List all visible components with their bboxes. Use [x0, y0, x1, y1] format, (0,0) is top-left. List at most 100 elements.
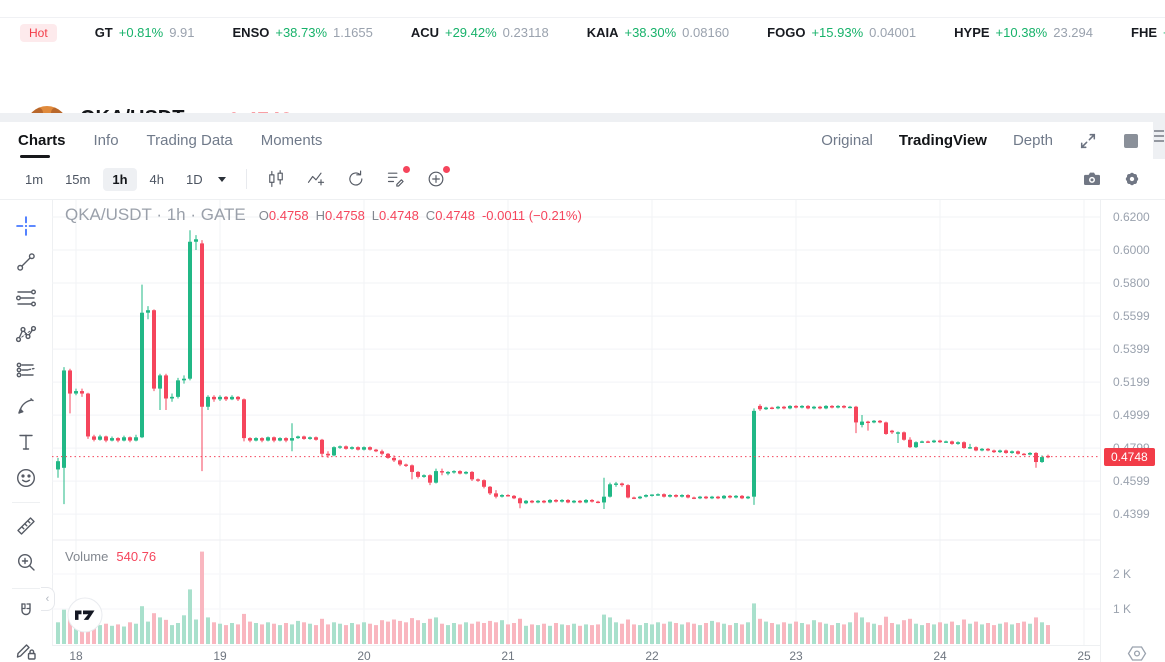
background-gap — [0, 113, 1165, 122]
price-tick: 0.4999 — [1113, 408, 1150, 423]
hot-badge: Hot — [20, 23, 57, 42]
view-toggle-tradingview[interactable]: TradingView — [898, 132, 987, 149]
indicators-icon[interactable] — [303, 166, 329, 192]
toolbar-right-icons — [1079, 166, 1149, 192]
candles-style-icon[interactable] — [263, 166, 289, 192]
time-tick: 18 — [69, 649, 83, 662]
time-tick: 23 — [789, 649, 803, 662]
timeframe-dropdown-icon[interactable] — [217, 176, 226, 182]
projection-tool[interactable] — [12, 356, 40, 384]
hot-ticker-bar: Hot GT +0.81% 9.91 ENSO +38.73% 1.1655 ACU +29.… — [0, 17, 1165, 48]
timeframe-1h[interactable]: 1h — [103, 167, 137, 191]
draw-lock-tool[interactable] — [12, 636, 40, 662]
add-indicator-icon[interactable] — [423, 166, 450, 192]
ticker-change: +0.81% — [118, 25, 164, 40]
settings-gear-icon[interactable] — [1119, 166, 1145, 192]
order-list-icon[interactable] — [383, 166, 410, 192]
timezone-settings-icon[interactable] — [1127, 646, 1147, 661]
view-toggle-depth[interactable]: Depth — [1012, 132, 1053, 149]
ticker-item[interactable]: ACU +29.42% 0.23118 — [411, 25, 549, 40]
timeframe-1D[interactable]: 1D — [186, 171, 203, 187]
price-tick: 0.4399 — [1113, 507, 1150, 522]
ticker-symbol: HYPE — [954, 25, 990, 40]
xabcd-pattern-tool[interactable] — [12, 320, 40, 348]
ticker-change: +38.73% — [275, 25, 328, 40]
ticker-symbol: ACU — [410, 25, 439, 40]
price-tick: 0.5599 — [1113, 309, 1150, 324]
drawing-tools-sidebar — [0, 200, 53, 662]
ticker-symbol: ENSO — [232, 25, 270, 40]
tab-info[interactable]: Info — [93, 132, 119, 149]
view-toggle-original[interactable]: Original — [821, 132, 873, 149]
time-tick: 19 — [213, 649, 227, 662]
price-axis[interactable]: 0.4748 0.6200 0.6000 0.5800 0.5599 0.5399 0.5… — [1100, 200, 1165, 662]
tabs-left: Charts Info Trading Data Moments — [18, 123, 322, 158]
ticker-item[interactable]: FOGO +15.93% 0.04001 — [767, 25, 916, 40]
side-panel-toggle[interactable] — [1153, 113, 1165, 159]
chart-tab-bar: Charts Info Trading Data Moments Original Tr… — [0, 122, 1153, 160]
candlestick-chart[interactable] — [52, 200, 1100, 645]
tab-moments[interactable]: Moments — [260, 132, 323, 149]
menu-icon — [1154, 130, 1164, 142]
notification-dot — [442, 166, 450, 173]
expand-icon[interactable] — [1079, 132, 1097, 150]
ticker-symbol: FHE — [1131, 25, 1157, 40]
pair-header: QKA/USDT Qkacoin ☆ 0.4748 $0.4748 Change… — [0, 46, 1165, 153]
tools-divider — [12, 588, 40, 589]
layout-square-icon[interactable] — [1123, 133, 1139, 149]
ticker-change: +38.30% — [624, 25, 677, 40]
chart-toolbar: 1m 15m 1h 4h 1D — [0, 159, 1165, 200]
timeframe-group: 1m 15m 1h 4h 1D — [16, 167, 212, 191]
chart-plot-area[interactable] — [52, 200, 1100, 645]
ruler-tool[interactable] — [12, 512, 40, 540]
tab-trading-data[interactable]: Trading Data — [146, 132, 233, 149]
ticker-item[interactable]: HYPE +10.38% 23.294 — [954, 25, 1093, 40]
time-tick: 24 — [933, 649, 947, 662]
ticker-price: 1.1655 — [333, 25, 373, 40]
tools-divider — [12, 502, 40, 503]
volume-legend: Volume 540.76 — [65, 549, 157, 564]
tradingview-watermark — [67, 597, 103, 633]
toolbar-icons — [263, 166, 463, 192]
time-tick: 20 — [357, 649, 371, 662]
last-price-badge: 0.4748 — [1104, 447, 1155, 466]
fib-lines-tool[interactable] — [12, 284, 40, 312]
trend-line-tool[interactable] — [12, 248, 40, 276]
text-tool[interactable] — [12, 428, 40, 456]
time-tick: 22 — [645, 649, 659, 662]
ticker-item[interactable]: FHE+18.54%0.14800 — [1131, 25, 1165, 40]
ticker-price: 0.08160 — [682, 25, 730, 40]
crosshair-tool[interactable] — [12, 212, 40, 240]
top-strip — [0, 0, 1165, 17]
ticker-price: 23.294 — [1053, 25, 1093, 40]
time-axis[interactable]: 18 19 20 21 22 23 24 25 — [52, 645, 1100, 662]
ticker-price: 9.91 — [169, 25, 195, 40]
emoji-tool[interactable] — [12, 464, 40, 492]
ticker-item[interactable]: GT +0.81% 9.91 — [95, 25, 195, 40]
price-tick: 0.6200 — [1113, 210, 1150, 224]
price-tick: 0.4599 — [1113, 474, 1150, 489]
tabs-right: Original TradingView Depth — [821, 132, 1139, 150]
ticker-items: GT +0.81% 9.91 ENSO +38.73% 1.1655 ACU +29.42% 0… — [95, 25, 1165, 40]
tab-charts[interactable]: Charts — [18, 123, 66, 158]
candles — [56, 230, 1050, 510]
refresh-icon[interactable] — [343, 166, 369, 192]
sidebar-collapse-handle[interactable]: ‹ — [41, 587, 55, 611]
brush-tool[interactable] — [12, 392, 40, 420]
ticker-symbol: GT — [94, 25, 113, 40]
price-tick: 0.5800 — [1113, 276, 1150, 290]
price-tick: 0.5399 — [1113, 342, 1150, 357]
camera-icon[interactable] — [1079, 166, 1105, 192]
timeframe-1m[interactable]: 1m — [25, 171, 44, 187]
ticker-change: +29.42% — [444, 25, 497, 40]
timeframe-4h[interactable]: 4h — [149, 171, 164, 187]
ticker-item[interactable]: KAIA +38.30% 0.08160 — [587, 25, 729, 40]
zoom-in-tool[interactable] — [12, 548, 40, 576]
ticker-item[interactable]: ENSO +38.73% 1.1655 — [233, 25, 373, 40]
notification-dot — [402, 166, 410, 173]
magnet-tool[interactable] — [12, 598, 40, 626]
timeframe-15m[interactable]: 15m — [65, 171, 91, 187]
ticker-price: 0.04001 — [869, 25, 917, 40]
toolbar-divider — [245, 169, 247, 189]
